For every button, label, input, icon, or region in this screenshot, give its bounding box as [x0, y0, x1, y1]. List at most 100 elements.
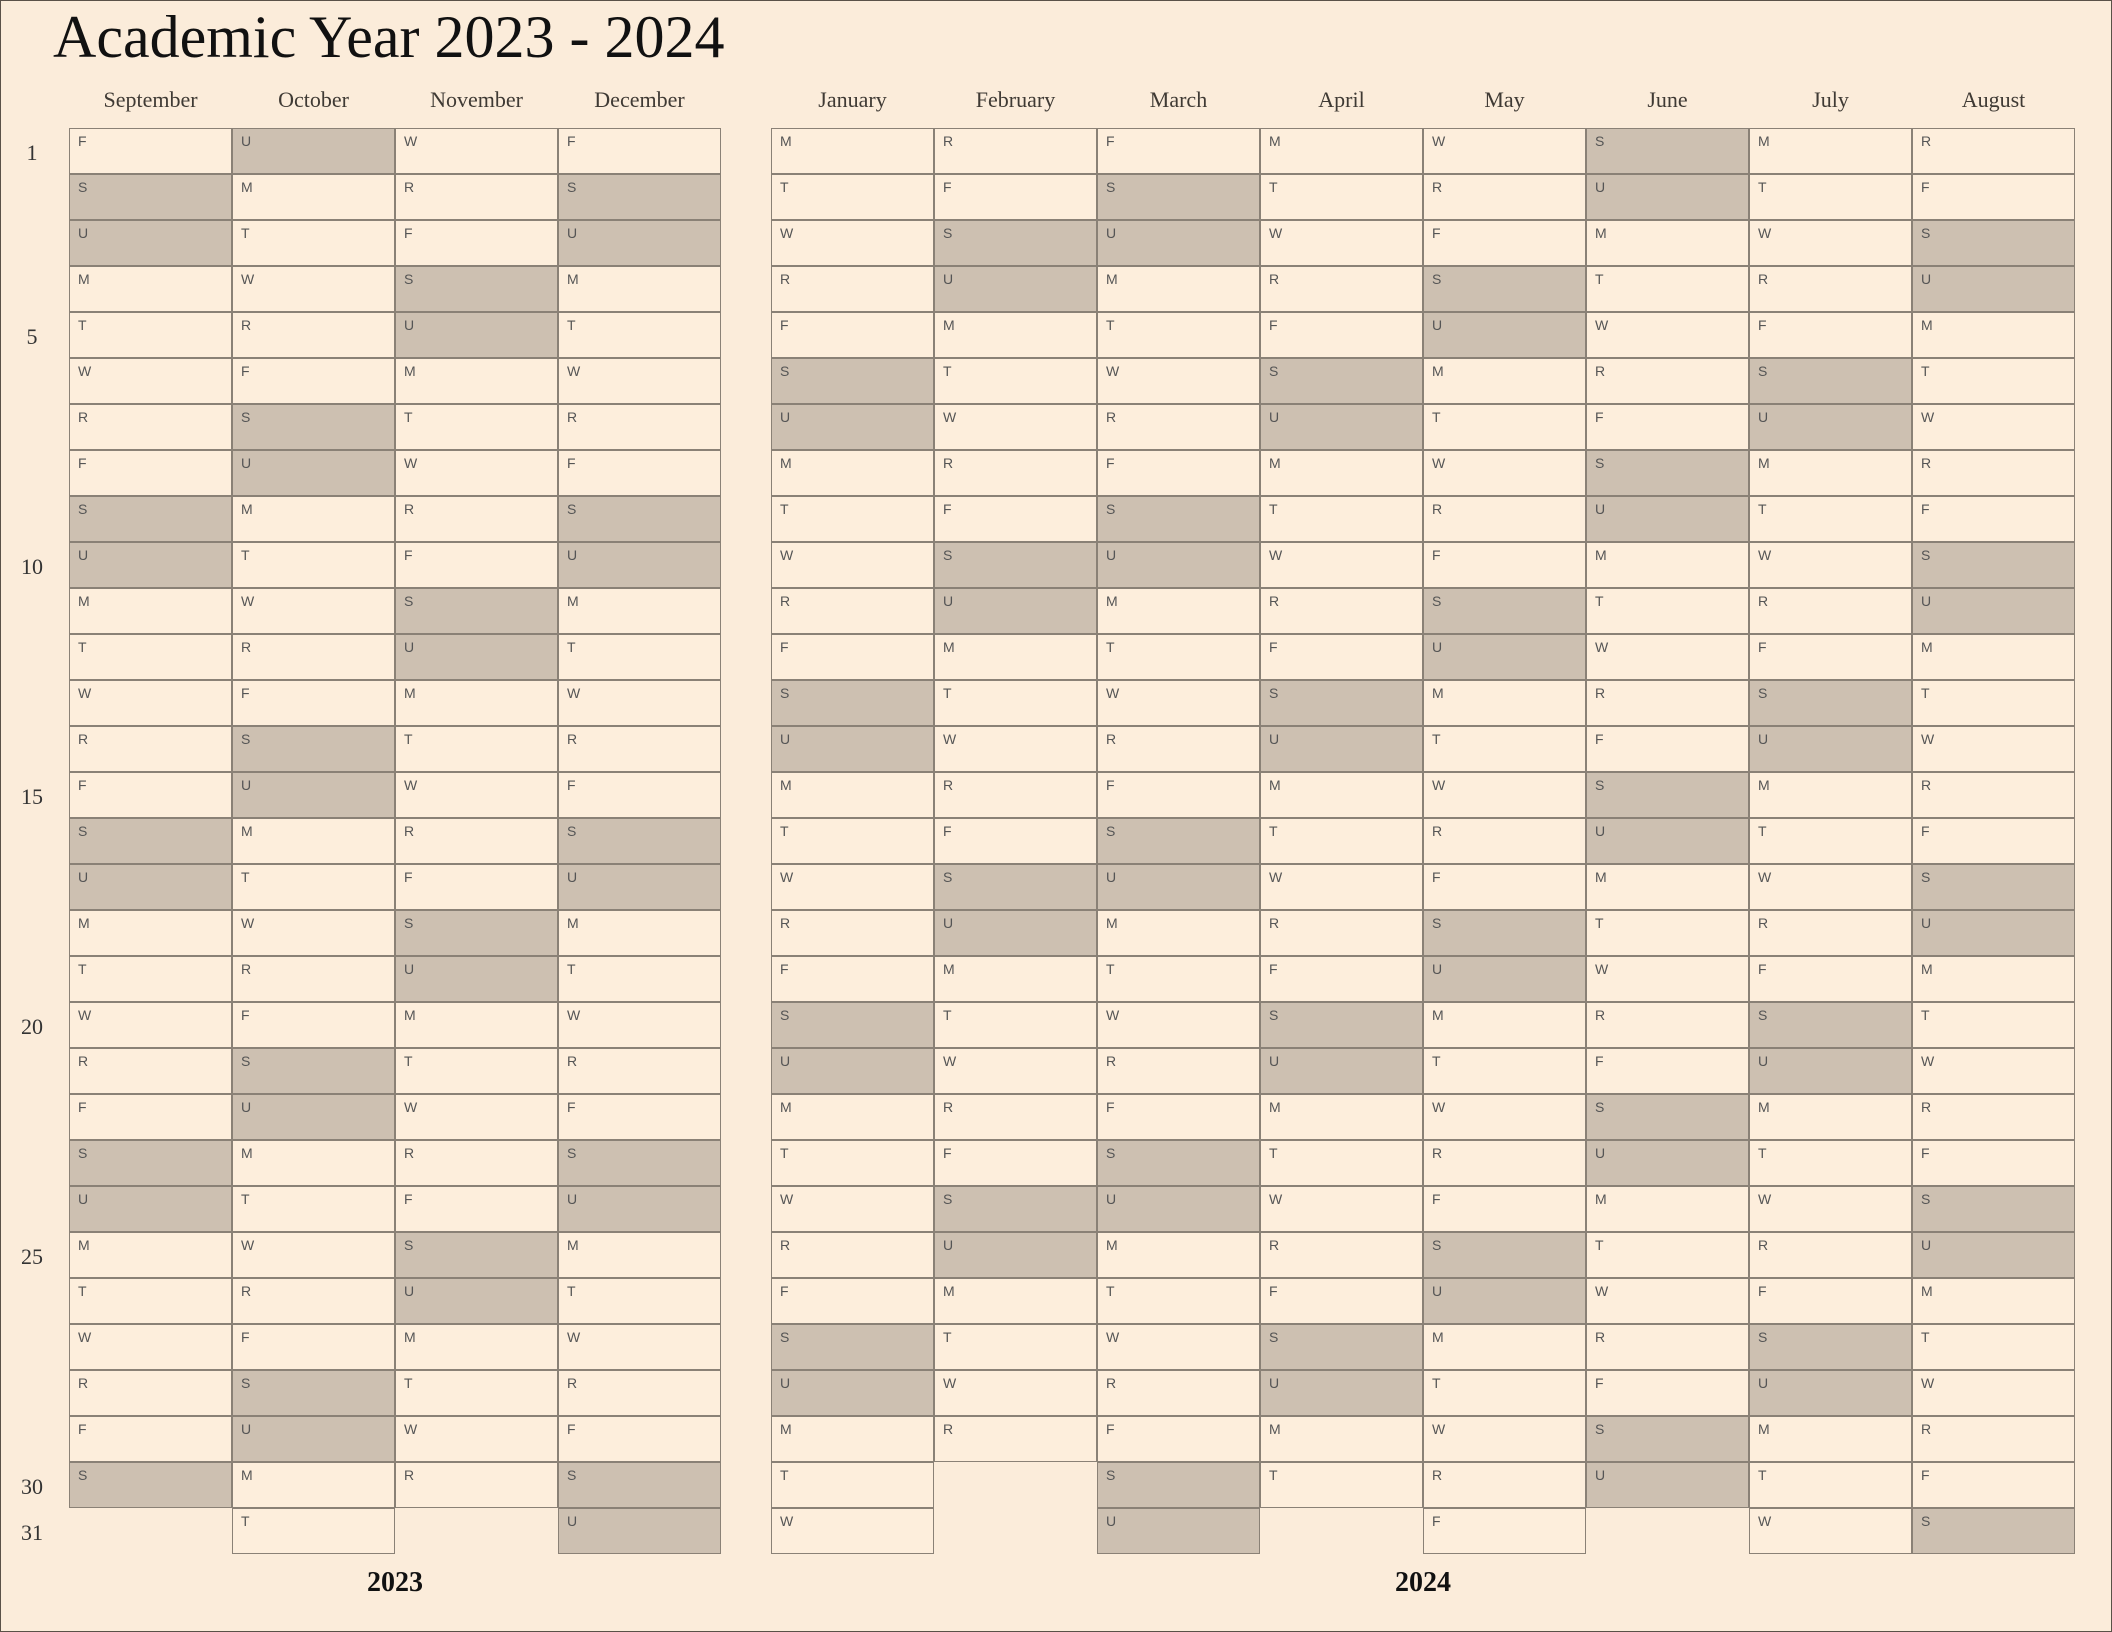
day-cell[interactable]: R: [69, 404, 232, 450]
day-cell[interactable]: T: [1260, 818, 1423, 864]
day-cell[interactable]: S: [232, 1370, 395, 1416]
day-cell[interactable]: T: [69, 1278, 232, 1324]
day-cell[interactable]: T: [232, 864, 395, 910]
day-cell[interactable]: T: [1423, 1370, 1586, 1416]
day-cell[interactable]: M: [1912, 956, 2075, 1002]
day-cell[interactable]: W: [69, 1324, 232, 1370]
day-cell[interactable]: M: [1586, 542, 1749, 588]
day-cell[interactable]: R: [395, 818, 558, 864]
day-cell[interactable]: U: [1423, 956, 1586, 1002]
day-cell[interactable]: T: [934, 1002, 1097, 1048]
day-cell[interactable]: M: [1749, 1416, 1912, 1462]
day-cell[interactable]: S: [1097, 174, 1260, 220]
day-cell[interactable]: R: [69, 1048, 232, 1094]
day-cell[interactable]: T: [934, 1324, 1097, 1370]
day-cell[interactable]: M: [1423, 680, 1586, 726]
day-cell[interactable]: F: [1097, 1416, 1260, 1462]
day-cell[interactable]: M: [1423, 1324, 1586, 1370]
day-cell[interactable]: S: [558, 174, 721, 220]
day-cell[interactable]: U: [1423, 1278, 1586, 1324]
day-cell[interactable]: U: [1586, 174, 1749, 220]
day-cell[interactable]: S: [1260, 358, 1423, 404]
day-cell[interactable]: R: [934, 128, 1097, 174]
day-cell[interactable]: F: [1423, 220, 1586, 266]
day-cell[interactable]: M: [1586, 864, 1749, 910]
day-cell[interactable]: R: [232, 312, 395, 358]
day-cell[interactable]: T: [771, 496, 934, 542]
day-cell[interactable]: T: [395, 404, 558, 450]
day-cell[interactable]: M: [232, 1140, 395, 1186]
day-cell[interactable]: U: [1749, 1048, 1912, 1094]
day-cell[interactable]: M: [1749, 772, 1912, 818]
day-cell[interactable]: F: [771, 312, 934, 358]
day-cell[interactable]: F: [1749, 1278, 1912, 1324]
day-cell[interactable]: M: [395, 1324, 558, 1370]
day-cell[interactable]: R: [395, 496, 558, 542]
day-cell[interactable]: M: [1260, 1094, 1423, 1140]
day-cell[interactable]: F: [1912, 1462, 2075, 1508]
day-cell[interactable]: U: [558, 1508, 721, 1554]
day-cell[interactable]: W: [395, 450, 558, 496]
day-cell[interactable]: S: [1912, 220, 2075, 266]
day-cell[interactable]: W: [1260, 864, 1423, 910]
day-cell[interactable]: S: [558, 496, 721, 542]
day-cell[interactable]: T: [558, 1278, 721, 1324]
day-cell[interactable]: M: [232, 1462, 395, 1508]
day-cell[interactable]: F: [1749, 634, 1912, 680]
day-cell[interactable]: U: [232, 128, 395, 174]
day-cell[interactable]: U: [1423, 312, 1586, 358]
day-cell[interactable]: R: [1260, 588, 1423, 634]
day-cell[interactable]: F: [232, 358, 395, 404]
day-cell[interactable]: U: [69, 220, 232, 266]
day-cell[interactable]: U: [232, 1416, 395, 1462]
day-cell[interactable]: W: [934, 726, 1097, 772]
day-cell[interactable]: F: [69, 1094, 232, 1140]
day-cell[interactable]: T: [232, 542, 395, 588]
day-cell[interactable]: M: [69, 910, 232, 956]
day-cell[interactable]: F: [1260, 634, 1423, 680]
day-cell[interactable]: M: [395, 358, 558, 404]
day-cell[interactable]: S: [69, 1462, 232, 1508]
day-cell[interactable]: W: [1097, 358, 1260, 404]
day-cell[interactable]: T: [69, 312, 232, 358]
day-cell[interactable]: U: [1912, 1232, 2075, 1278]
day-cell[interactable]: T: [558, 956, 721, 1002]
day-cell[interactable]: R: [1912, 772, 2075, 818]
day-cell[interactable]: T: [1097, 312, 1260, 358]
day-cell[interactable]: R: [771, 266, 934, 312]
day-cell[interactable]: M: [1097, 910, 1260, 956]
day-cell[interactable]: U: [69, 542, 232, 588]
day-cell[interactable]: W: [395, 1094, 558, 1140]
day-cell[interactable]: S: [1423, 1232, 1586, 1278]
day-cell[interactable]: F: [558, 450, 721, 496]
day-cell[interactable]: U: [1097, 1508, 1260, 1554]
day-cell[interactable]: T: [1260, 1462, 1423, 1508]
day-cell[interactable]: U: [934, 1232, 1097, 1278]
day-cell[interactable]: M: [771, 772, 934, 818]
day-cell[interactable]: M: [1097, 266, 1260, 312]
day-cell[interactable]: T: [1912, 358, 2075, 404]
day-cell[interactable]: U: [395, 956, 558, 1002]
day-cell[interactable]: U: [558, 864, 721, 910]
day-cell[interactable]: M: [395, 680, 558, 726]
day-cell[interactable]: W: [1912, 1048, 2075, 1094]
day-cell[interactable]: R: [395, 1462, 558, 1508]
day-cell[interactable]: S: [1260, 1002, 1423, 1048]
day-cell[interactable]: T: [395, 726, 558, 772]
day-cell[interactable]: T: [771, 174, 934, 220]
day-cell[interactable]: U: [1586, 1462, 1749, 1508]
day-cell[interactable]: R: [1749, 588, 1912, 634]
day-cell[interactable]: W: [1423, 1416, 1586, 1462]
day-cell[interactable]: S: [1586, 772, 1749, 818]
day-cell[interactable]: F: [1097, 450, 1260, 496]
day-cell[interactable]: W: [232, 588, 395, 634]
day-cell[interactable]: T: [1749, 174, 1912, 220]
day-cell[interactable]: M: [1749, 128, 1912, 174]
day-cell[interactable]: M: [934, 956, 1097, 1002]
day-cell[interactable]: S: [771, 1324, 934, 1370]
day-cell[interactable]: W: [69, 358, 232, 404]
day-cell[interactable]: U: [934, 910, 1097, 956]
day-cell[interactable]: S: [771, 1002, 934, 1048]
day-cell[interactable]: T: [558, 634, 721, 680]
day-cell[interactable]: F: [1586, 1370, 1749, 1416]
